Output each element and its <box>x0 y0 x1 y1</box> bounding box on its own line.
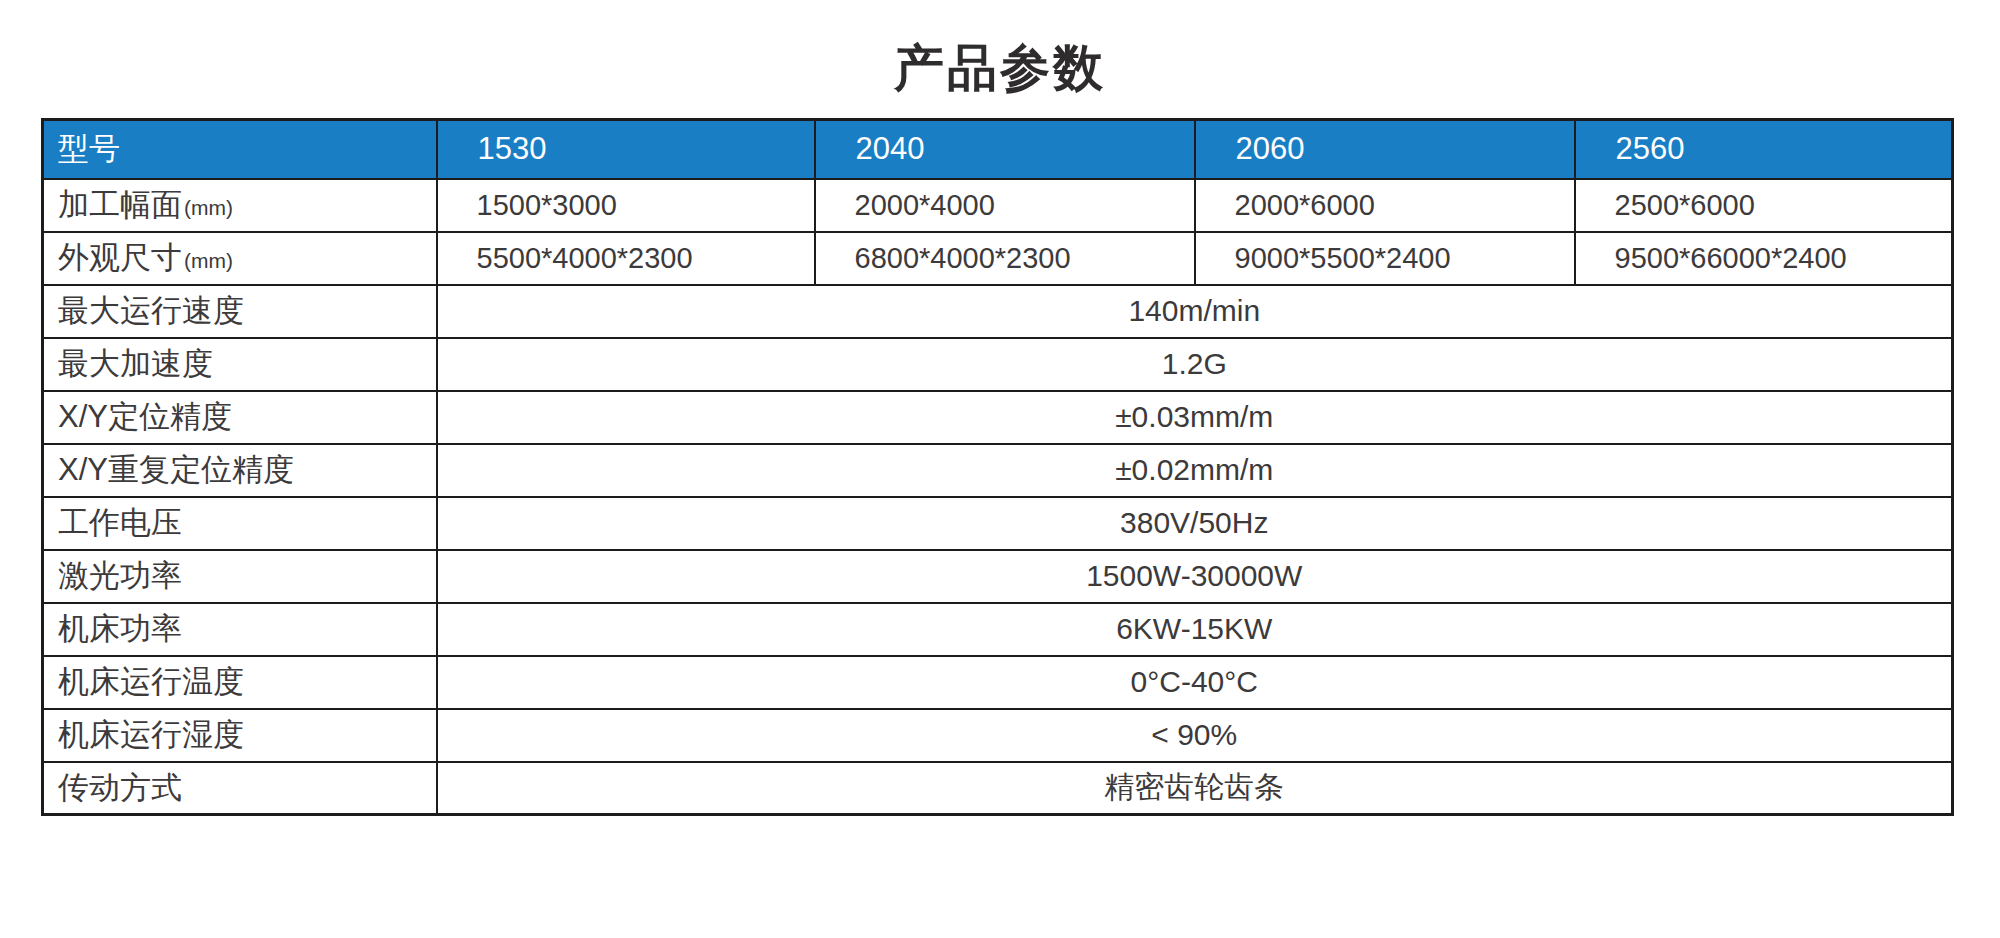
cell-value: 9500*66000*2400 <box>1575 232 1953 285</box>
cell-value: 2500*6000 <box>1575 179 1953 232</box>
row-label-text: 外观尺寸 <box>58 240 182 275</box>
row-label: 最大运行速度 <box>43 285 437 338</box>
row-label: 最大加速度 <box>43 338 437 391</box>
row-label: 机床功率 <box>43 603 437 656</box>
row-label-text: 机床运行温度 <box>58 664 244 699</box>
row-label-text: 最大运行速度 <box>58 293 244 328</box>
cell-value: 6800*4000*2300 <box>815 232 1195 285</box>
cell-span-value: < 90% <box>437 709 1953 762</box>
row-label-text: 机床运行湿度 <box>58 717 244 752</box>
header-cell-model-2060: 2060 <box>1195 120 1575 179</box>
row-label: 外观尺寸(mm) <box>43 232 437 285</box>
table-row-transmission-mode: 传动方式 精密齿轮齿条 <box>43 762 1953 815</box>
table-row-dimensions: 外观尺寸(mm) 5500*4000*2300 6800*4000*2300 9… <box>43 232 1953 285</box>
cell-value: 5500*4000*2300 <box>437 232 815 285</box>
cell-span-value: 1.2G <box>437 338 1953 391</box>
row-label-text: X/Y定位精度 <box>58 399 232 434</box>
table-row-max-acceleration: 最大加速度 1.2G <box>43 338 1953 391</box>
row-label: X/Y重复定位精度 <box>43 444 437 497</box>
row-label-text: 最大加速度 <box>58 346 213 381</box>
row-label: 机床运行湿度 <box>43 709 437 762</box>
row-label-text: 传动方式 <box>58 770 182 805</box>
cell-span-value: 6KW-15KW <box>437 603 1953 656</box>
header-cell-model-2560: 2560 <box>1575 120 1953 179</box>
table-row-machine-power: 机床功率 6KW-15KW <box>43 603 1953 656</box>
row-label-unit: (mm) <box>184 196 233 219</box>
table-row-operating-temperature: 机床运行温度 0°C-40°C <box>43 656 1953 709</box>
table-header-row: 型号 1530 2040 2060 2560 <box>43 120 1953 179</box>
cell-value: 9000*5500*2400 <box>1195 232 1575 285</box>
table-row-working-voltage: 工作电压 380V/50Hz <box>43 497 1953 550</box>
table-row-repeat-accuracy: X/Y重复定位精度 ±0.02mm/m <box>43 444 1953 497</box>
row-label: 加工幅面(mm) <box>43 179 437 232</box>
cell-value: 1500*3000 <box>437 179 815 232</box>
row-label: X/Y定位精度 <box>43 391 437 444</box>
row-label: 机床运行温度 <box>43 656 437 709</box>
row-label: 工作电压 <box>43 497 437 550</box>
table-row-laser-power: 激光功率 1500W-30000W <box>43 550 1953 603</box>
header-cell-model-1530: 1530 <box>437 120 815 179</box>
row-label-unit: (mm) <box>184 249 233 272</box>
table-row-operating-humidity: 机床运行湿度 < 90% <box>43 709 1953 762</box>
page-title: 产品参数 <box>0 0 2000 104</box>
row-label: 传动方式 <box>43 762 437 815</box>
cell-value: 2000*6000 <box>1195 179 1575 232</box>
row-label-text: X/Y重复定位精度 <box>58 452 294 487</box>
header-cell-model-2040: 2040 <box>815 120 1195 179</box>
cell-span-value: 140m/min <box>437 285 1953 338</box>
cell-span-value: 1500W-30000W <box>437 550 1953 603</box>
row-label: 激光功率 <box>43 550 437 603</box>
row-label-text: 加工幅面 <box>58 187 182 222</box>
row-label-text: 激光功率 <box>58 558 182 593</box>
product-spec-table: 型号 1530 2040 2060 2560 加工幅面(mm) 1500*300… <box>41 118 1954 816</box>
cell-value: 2000*4000 <box>815 179 1195 232</box>
cell-span-value: 0°C-40°C <box>437 656 1953 709</box>
cell-span-value: ±0.02mm/m <box>437 444 1953 497</box>
table-row-max-speed: 最大运行速度 140m/min <box>43 285 1953 338</box>
cell-span-value: 380V/50Hz <box>437 497 1953 550</box>
table-row-positioning-accuracy: X/Y定位精度 ±0.03mm/m <box>43 391 1953 444</box>
header-cell-model-label: 型号 <box>43 120 437 179</box>
cell-span-value: ±0.03mm/m <box>437 391 1953 444</box>
cell-span-value: 精密齿轮齿条 <box>437 762 1953 815</box>
row-label-text: 工作电压 <box>58 505 182 540</box>
table-row-working-area: 加工幅面(mm) 1500*3000 2000*4000 2000*6000 2… <box>43 179 1953 232</box>
row-label-text: 机床功率 <box>58 611 182 646</box>
